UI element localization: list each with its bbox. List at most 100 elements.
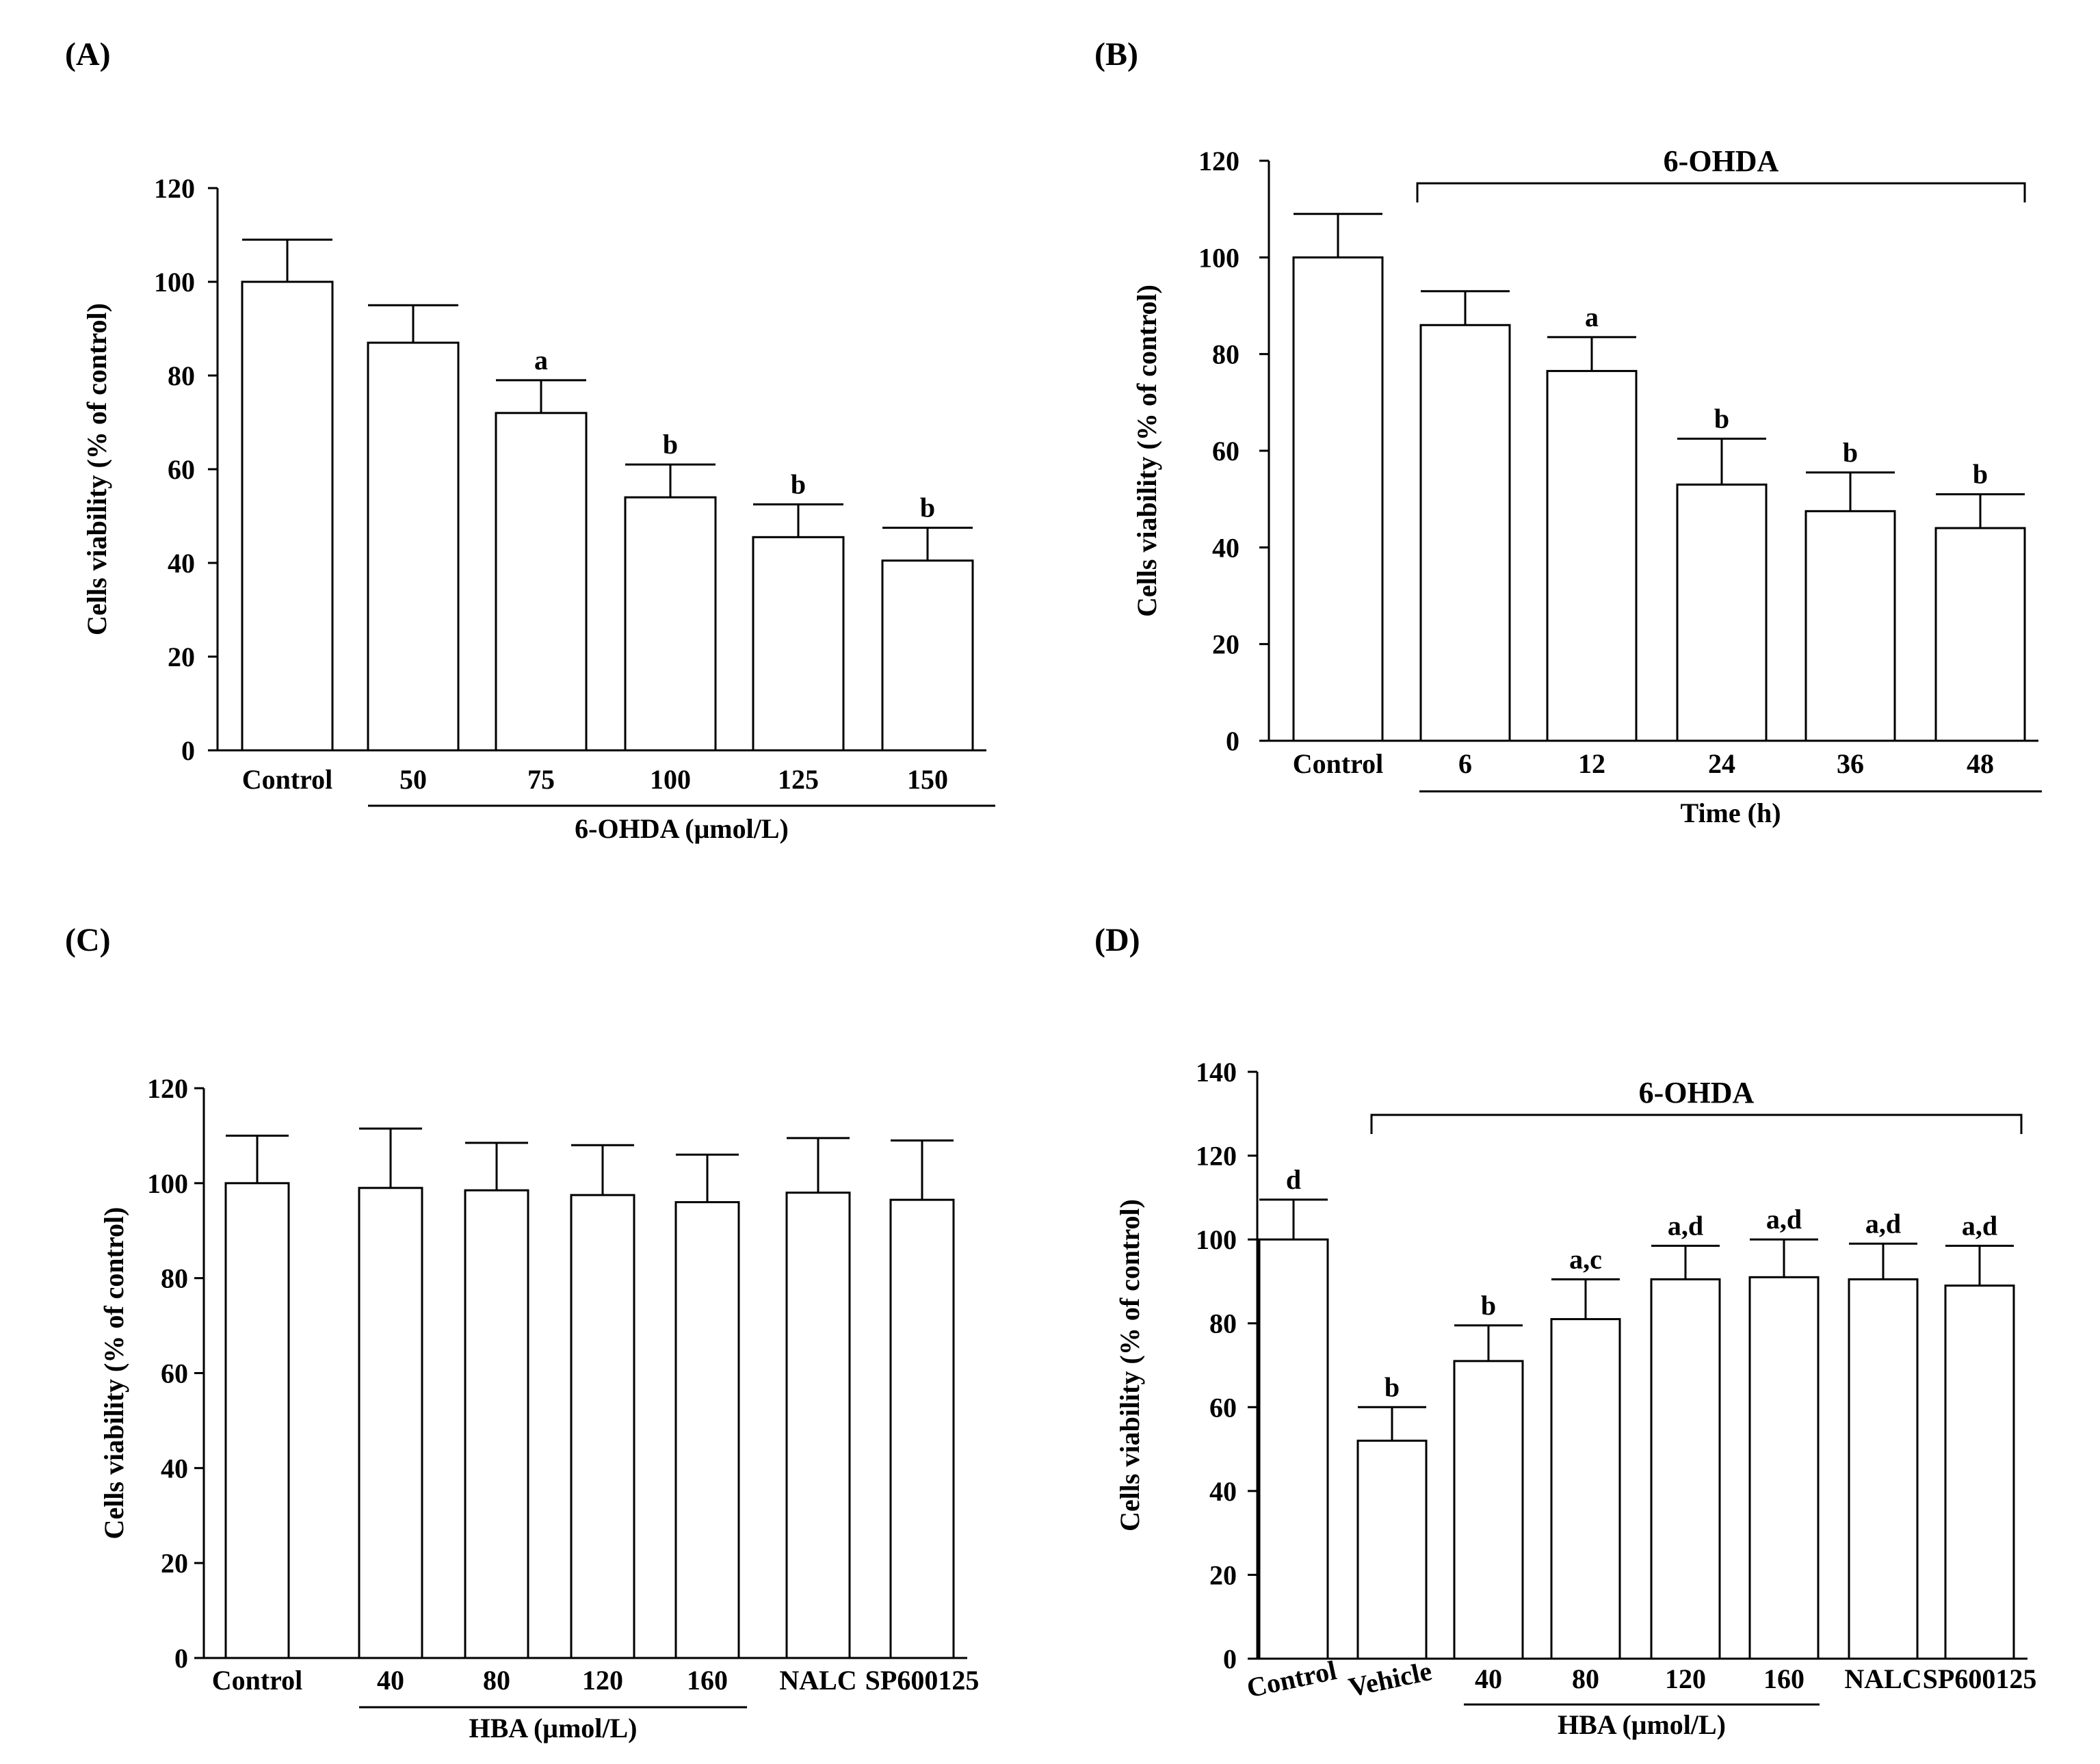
significance-label: b [1973,459,1988,490]
x-tick-label: Control [1293,748,1384,779]
y-tick-label: 0 [1223,1644,1237,1674]
y-tick-label: 100 [147,1168,188,1199]
y-tick-label: 20 [1209,1559,1237,1590]
bar [1650,1278,1721,1660]
bar [1258,1238,1329,1660]
x-tick-label: 40 [1475,1663,1502,1694]
y-tick-label: 60 [1212,436,1239,466]
x-tick-label: Control [242,764,333,795]
bar [464,1189,529,1659]
y-tick-label: 60 [161,1358,188,1389]
x-tick-label: 100 [650,764,691,795]
bar [1419,324,1511,742]
x-tick-label: Vehicle [1346,1655,1434,1703]
panel-label: (C) [65,922,111,958]
bar [1934,527,2026,742]
x-tick-label: 80 [483,1665,510,1696]
group-label: 6-OHDA (μmol/L) [575,813,789,844]
x-tick-label: NALC [1844,1663,1921,1694]
significance-label: d [1286,1164,1301,1195]
x-tick-label: 36 [1837,748,1864,779]
significance-label: b [1481,1290,1496,1321]
bar [674,1201,740,1659]
x-tick-label: Control [212,1665,303,1696]
x-tick-label: 120 [582,1665,623,1696]
bar [785,1192,851,1659]
y-tick-label: 100 [154,267,195,298]
bar [1550,1318,1621,1660]
bar [1546,369,1638,742]
y-tick-label: 120 [154,173,195,204]
panel-b: (B) 0 20 40 60 80 100 120 Cells viability (% of … [1094,36,2042,828]
x-tick-label: 150 [907,764,948,795]
y-axis-title: Cells viability (% of control) [1114,1199,1145,1531]
bar [1292,256,1384,742]
y-tick-label: 120 [1196,1141,1237,1172]
panel-label: (B) [1094,36,1138,73]
x-tick-label: SP600125 [1923,1663,2037,1694]
x-tick-label: Control [1244,1655,1339,1704]
y-tick-label: 0 [1226,726,1239,756]
significance-label: a,d [1766,1204,1802,1235]
y-tick-label: 20 [161,1548,188,1579]
y-tick-label: 60 [168,454,195,485]
x-tick-label: 160 [1763,1663,1804,1694]
significance-label: b [1384,1371,1400,1402]
significance-label: b [663,429,678,460]
significance-label: b [1714,403,1729,434]
bar [367,341,460,752]
significance-label: a,d [1962,1210,1997,1241]
significance-label: b [791,469,806,499]
x-tick-label: 125 [778,764,819,795]
panel-d: (D) 0 20 40 60 80 100 120 140 Cells viability (% … [1094,922,2036,1740]
y-tick-label: 60 [1209,1392,1237,1423]
y-tick-label: 80 [161,1263,188,1294]
y-tick-label: 140 [1196,1057,1237,1088]
bar [1804,510,1896,742]
group-label: Time (h) [1680,798,1781,828]
x-tick-label: 75 [527,764,555,795]
y-tick-label: 120 [1198,146,1239,176]
top-bracket [1416,182,2026,202]
bar [624,496,717,752]
significance-label: a,d [1865,1208,1901,1239]
x-tick-label: 48 [1967,748,1994,779]
bar [358,1187,423,1659]
x-tick-label: 12 [1578,748,1605,779]
y-tick-label: 40 [1212,532,1239,563]
x-tick-label: 24 [1708,748,1735,779]
bar [889,1198,955,1659]
significance-label: a,d [1668,1210,1703,1241]
bar [1748,1276,1820,1660]
x-tick-label: SP600125 [865,1665,980,1696]
significance-label: a,c [1569,1243,1602,1274]
y-tick-label: 80 [168,360,195,391]
panel-a: (A) 0 20 40 60 80 100 120 Cells viability (% of … [65,36,995,844]
y-axis-title: Cells viability (% of control) [81,303,112,635]
top-bracket [1370,1114,2023,1134]
panel-label: (A) [65,36,111,73]
bar [881,560,974,752]
y-axis-title: Cells viability (% of control) [99,1207,129,1540]
bar [570,1194,635,1659]
y-tick-label: 80 [1209,1308,1237,1339]
x-tick-label: NALC [779,1665,856,1696]
significance-label: b [920,492,935,523]
x-tick-label: 6 [1458,748,1472,779]
bar [495,412,588,752]
panel-c: (C) 0 20 40 60 80 100 120 Cells viability (% of … [65,922,979,1743]
y-tick-label: 20 [168,642,195,672]
bar [241,280,334,752]
bar [1356,1439,1428,1660]
bar [1453,1360,1524,1660]
significance-label: b [1843,437,1858,468]
x-tick-label: 160 [687,1665,728,1696]
top-bracket-label: 6-OHDA [1664,144,1779,178]
significance-label: a [534,345,548,376]
x-tick-label: 50 [399,764,427,795]
x-tick-label: 40 [377,1665,404,1696]
significance-label: a [1585,302,1599,332]
group-label: HBA (μmol/L) [1558,1709,1726,1740]
y-tick-label: 100 [1196,1224,1237,1255]
